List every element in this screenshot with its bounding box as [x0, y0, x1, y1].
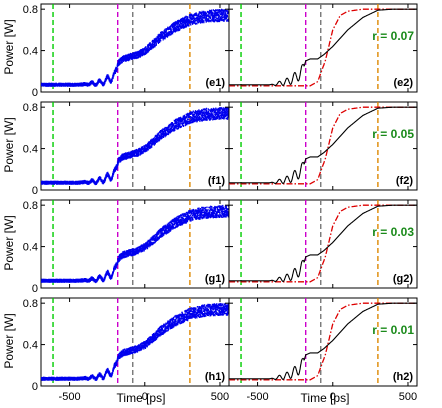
panel-f1: 0 0.4 0.8 (f1) — [23, 101, 230, 197]
reference-trace — [229, 204, 417, 283]
y-tick-label: 0.4 — [23, 242, 38, 254]
plot-frame — [228, 297, 418, 387]
experiment-trace — [41, 302, 229, 381]
experiment-trace — [41, 8, 229, 87]
y-tick-label: 0.8 — [23, 102, 38, 114]
y-tick-label: 0 — [32, 381, 38, 393]
panel-h1: 0 0.4 0.8 -500 0 500 (h1) — [23, 297, 230, 403]
reference-trace — [229, 106, 417, 185]
panels-layer: 00.40.8(e1)r = 0.07(e2)00.40.8(f1)r = 0.… — [23, 3, 418, 403]
panel-f2: r = 0.05 (f2) — [228, 101, 418, 191]
panel-label: (f2) — [396, 175, 413, 187]
experiment-trace — [41, 107, 229, 186]
plot-frame — [228, 199, 418, 289]
plot-body — [41, 102, 229, 190]
plot-body — [41, 298, 229, 386]
xlabel-left: Time [ps] — [117, 391, 166, 405]
ylabel-row-4: Power [W] — [2, 313, 16, 368]
panel-label: (g2) — [393, 273, 414, 285]
panel-label: (g1) — [205, 273, 226, 285]
simulation-trace — [229, 302, 417, 380]
panel-g2: r = 0.03 (g2) — [228, 199, 418, 289]
simulation-trace — [229, 8, 417, 86]
panel-label: (e2) — [393, 77, 413, 89]
y-tick-label: 0.4 — [23, 340, 38, 352]
panel-h2: -500 0 500 r = 0.01 (h2) — [228, 297, 418, 403]
x-tick-label: -500 — [247, 391, 269, 403]
plot-frame — [228, 101, 418, 191]
plot-body — [41, 4, 229, 92]
y-tick-label: 0.8 — [23, 298, 38, 310]
x-tick-label: 0 — [142, 391, 148, 403]
y-tick-label: 0 — [32, 283, 38, 295]
panel-label: (f1) — [208, 175, 225, 187]
y-tick-label: 0 — [32, 87, 38, 99]
plot-body — [229, 200, 417, 288]
plot-body — [229, 4, 417, 92]
plot-body — [229, 298, 417, 386]
ylabel-row-3: Power [W] — [2, 215, 16, 270]
x-tick-label: 0 — [330, 391, 336, 403]
xlabel-right: Time [ps] — [301, 391, 350, 405]
panel-label: (h1) — [205, 371, 226, 383]
r-value-label: r = 0.01 — [372, 323, 414, 337]
y-tick-label: 0.4 — [23, 46, 38, 58]
plot-body — [229, 102, 417, 190]
reference-trace — [229, 302, 417, 381]
reference-trace — [229, 8, 417, 87]
r-value-label: r = 0.07 — [372, 29, 414, 43]
ylabel-row-1: Power [W] — [2, 19, 16, 74]
r-value-label: r = 0.05 — [372, 127, 414, 141]
panel-g1: 0 0.4 0.8 (g1) — [23, 199, 230, 295]
x-tick-label: 500 — [211, 391, 229, 403]
panel-e1: 0 0.4 0.8 (e1) — [23, 3, 230, 99]
panel-e2: r = 0.07 (e2) — [228, 3, 418, 93]
plot-body — [41, 200, 229, 288]
panel-label: (e1) — [205, 77, 225, 89]
experiment-trace — [41, 204, 229, 284]
r-value-label: r = 0.03 — [372, 225, 414, 239]
plot-frame — [228, 3, 418, 93]
ylabel-row-2: Power [W] — [2, 117, 16, 172]
y-tick-label: 0 — [32, 185, 38, 197]
y-tick-label: 0.8 — [23, 200, 38, 212]
x-tick-label: -500 — [59, 391, 81, 403]
panel-label: (h2) — [393, 371, 414, 383]
simulation-trace — [229, 106, 417, 184]
y-tick-label: 0.4 — [23, 144, 38, 156]
y-tick-label: 0.8 — [23, 4, 38, 16]
x-tick-label: 500 — [399, 391, 417, 403]
simulation-trace — [229, 204, 417, 282]
